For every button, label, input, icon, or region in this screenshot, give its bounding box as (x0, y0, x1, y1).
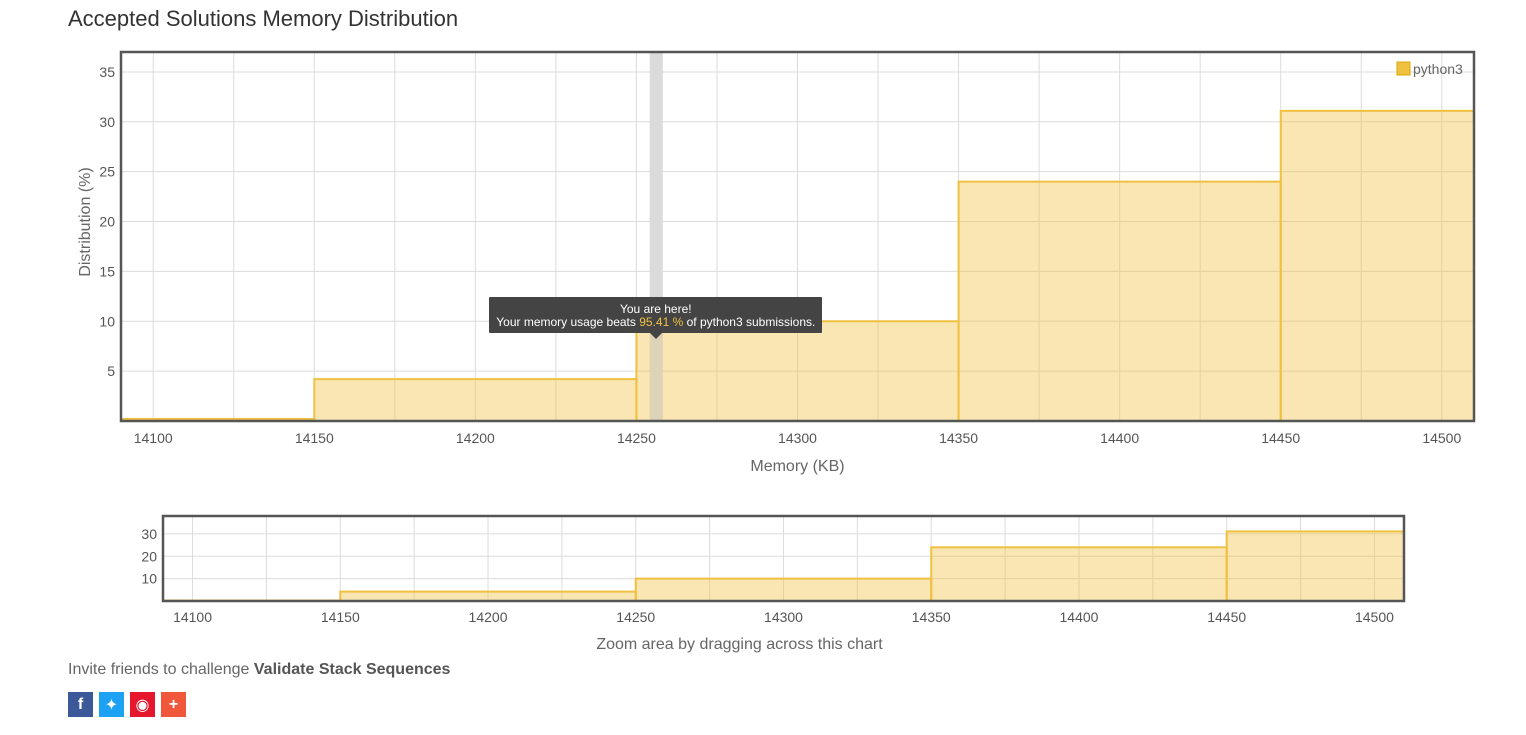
histogram-bar (957, 180, 1282, 422)
legend-swatch (1396, 61, 1411, 76)
histogram-bar (1279, 109, 1475, 422)
x-tick-label: 14100 (173, 609, 212, 625)
tooltip-percentile: 95.41 % (639, 315, 684, 330)
y-tick-label: 15 (99, 263, 115, 279)
weibo-icon: ◉ (135, 696, 150, 714)
you-are-here-tooltip: You are here! Your memory usage beats 95… (489, 297, 823, 340)
tooltip-prefix: Your memory usage beats (496, 315, 640, 330)
x-tick-label: 14400 (1100, 430, 1139, 446)
twitter-icon: ✦ (104, 696, 119, 714)
y-axis-label: Distribution (%) (77, 167, 94, 276)
x-tick-label: 14150 (321, 609, 360, 625)
x-tick-label: 14450 (1207, 609, 1246, 625)
histogram-bar (634, 577, 933, 602)
y-tick-label: 10 (99, 313, 115, 329)
y-tick-label: 20 (141, 548, 157, 564)
legend-label: python3 (1413, 61, 1463, 77)
y-tick-label: 10 (141, 571, 157, 587)
x-tick-label: 14500 (1355, 609, 1394, 625)
x-tick-label: 14100 (134, 430, 173, 446)
facebook-share-button[interactable]: f (68, 692, 93, 717)
x-tick-label: 14200 (456, 430, 495, 446)
x-tick-label: 14500 (1422, 430, 1461, 446)
y-tick-label: 5 (107, 363, 115, 379)
problem-name[interactable]: Validate Stack Sequences (253, 661, 451, 678)
x-tick-label: 14150 (295, 430, 334, 446)
plot-frame (119, 50, 1476, 423)
page-title: Accepted Solutions Memory Distribution (68, 6, 459, 31)
weibo-share-button[interactable]: ◉ (130, 692, 155, 717)
histogram-bar (313, 378, 638, 423)
tooltip-arrow (649, 333, 662, 340)
more-share-button[interactable]: + (161, 692, 186, 717)
zoom-navigator-chart[interactable]: 14100 14150 14200 14250 14300 14350 14400 14450… (0, 505, 1526, 655)
x-axis-label: Memory (KB) (750, 458, 844, 475)
invite-text: Invite friends to challenge Validate Sta… (68, 661, 450, 679)
x-tick-label: 14350 (939, 430, 978, 446)
x-tick-label: 14350 (912, 609, 951, 625)
share-buttons: f ✦ ◉ + (68, 692, 186, 717)
facebook-icon: f (77, 695, 84, 713)
tooltip-title: You are here! (619, 302, 692, 317)
x-tick-label: 14300 (764, 609, 803, 625)
y-tick-label: 30 (141, 526, 157, 542)
x-tick-label: 14300 (778, 430, 817, 446)
histogram-bar (930, 546, 1228, 602)
y-tick-label: 20 (99, 214, 115, 230)
x-tick-label: 14450 (1261, 430, 1300, 446)
navigator-caption: Zoom area by dragging across this chart (596, 636, 883, 653)
x-tick-label: 14200 (469, 609, 508, 625)
x-tick-label: 14250 (616, 609, 655, 625)
tooltip-detail: Your memory usage beats 95.41 % of pytho… (496, 316, 815, 329)
y-tick-label: 35 (99, 64, 115, 80)
position-marker-overlay (649, 52, 663, 421)
histogram-bar (339, 590, 637, 602)
histogram-bar (635, 320, 960, 422)
x-tick-label: 14400 (1060, 609, 1099, 625)
invite-prefix: Invite friends to challenge (68, 661, 254, 678)
plot-frame (161, 514, 1406, 603)
y-tick-label: 25 (99, 164, 115, 180)
y-tick-label: 30 (99, 114, 115, 130)
more-icon: + (168, 695, 179, 713)
x-tick-label: 14250 (617, 430, 656, 446)
tooltip-suffix: of python3 submissions. (683, 315, 816, 330)
twitter-share-button[interactable]: ✦ (99, 692, 124, 717)
histogram-bar (1225, 530, 1405, 602)
memory-distribution-chart[interactable]: 14100 14150 14200 14250 14300 14350 14400 14450… (0, 40, 1526, 485)
